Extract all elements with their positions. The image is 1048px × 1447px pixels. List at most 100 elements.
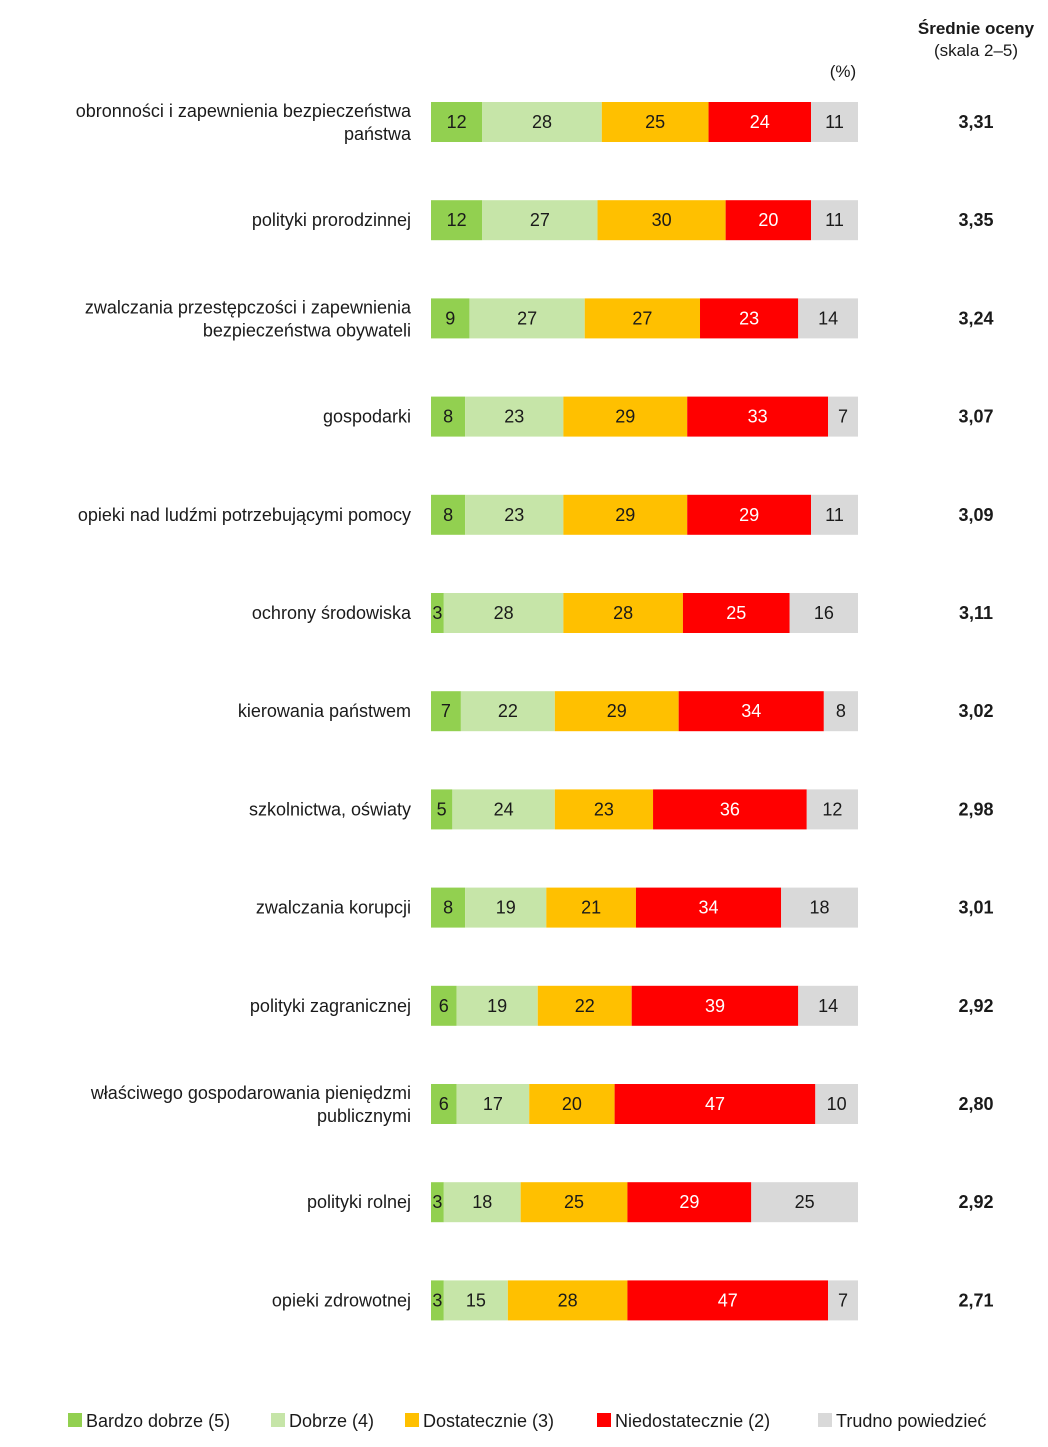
category-label: polityki prorodzinnej <box>252 210 411 230</box>
bar-segment <box>678 691 824 732</box>
bar-value-label: 19 <box>496 898 516 918</box>
bar-segment <box>482 102 602 142</box>
average-score: 2,71 <box>958 1290 993 1310</box>
bar-segment <box>452 789 555 830</box>
bar-segment <box>465 887 547 928</box>
average-score: 3,11 <box>959 603 993 623</box>
bar-value-label: 6 <box>439 1094 449 1114</box>
bar-value-label: 29 <box>679 1192 699 1212</box>
bar-value-label: 25 <box>726 603 746 623</box>
bar-value-label: 23 <box>594 799 614 819</box>
bar-row: właściwego gospodarowania pieniędzmi publ… <box>90 1083 994 1126</box>
legend-swatch <box>68 1413 82 1427</box>
bar-value-label: 47 <box>705 1094 725 1114</box>
bar-value-label: 22 <box>575 996 595 1016</box>
bar-segment <box>443 1280 508 1321</box>
bar-segment <box>635 887 782 928</box>
bar-segment <box>811 200 858 241</box>
bar-segment <box>431 593 444 633</box>
average-score: 3,31 <box>958 112 993 132</box>
bar-segment <box>828 1280 858 1321</box>
bar-value-label: 25 <box>645 112 665 132</box>
average-score: 3,35 <box>958 210 993 230</box>
bar-value-label: 29 <box>739 505 759 525</box>
bar-value-label: 28 <box>532 112 552 132</box>
chart-rows: obronności i zapewnienia bezpieczeństwa p… <box>76 101 994 1321</box>
bar-value-label: 18 <box>810 898 830 918</box>
category-label: kierowania państwem <box>238 701 411 721</box>
legend-label: Dobrze (4) <box>289 1411 374 1431</box>
bar-value-label: 7 <box>838 1290 848 1310</box>
chart-header: Średnie oceny (skala 2–5) (%) <box>830 19 1035 81</box>
bar-value-label: 7 <box>441 701 451 721</box>
bar-value-label: 27 <box>632 308 652 328</box>
bar-value-label: 3 <box>432 1290 442 1310</box>
bar-value-label: 8 <box>443 898 453 918</box>
category-label: polityki rolnej <box>307 1192 411 1212</box>
bar-value-label: 28 <box>613 603 633 623</box>
bar-segment <box>627 1280 829 1321</box>
bar-value-label: 34 <box>741 701 761 721</box>
category-label: gospodarki <box>323 407 411 427</box>
bar-segment <box>431 102 483 142</box>
legend-item: Dostatecznie (3) <box>405 1411 554 1431</box>
bar-segment <box>443 1182 521 1223</box>
bar-value-label: 9 <box>445 308 455 328</box>
legend-label: Trudno powiedzieć <box>836 1411 986 1431</box>
bar-value-label: 20 <box>758 210 778 230</box>
bar-value-label: 23 <box>739 308 759 328</box>
bar-segment <box>431 985 457 1026</box>
bar-segment <box>431 396 466 437</box>
bar-value-label: 29 <box>615 505 635 525</box>
legend-swatch <box>271 1413 285 1427</box>
bar-value-label: 39 <box>705 996 725 1016</box>
bar-segment <box>431 298 470 339</box>
bar-value-label: 28 <box>558 1290 578 1310</box>
bar-row: obronności i zapewnienia bezpieczeństwa p… <box>76 101 994 144</box>
bar-segment <box>465 396 564 437</box>
bar-segment <box>653 789 807 830</box>
bar-row: ochrony środowiska 3 28 28 25 16 3,11 <box>252 593 993 633</box>
bar-segment <box>811 102 858 142</box>
average-score: 3,09 <box>958 505 993 525</box>
bar-segment <box>631 985 799 1026</box>
bar-segment <box>431 494 466 535</box>
bar-value-label: 25 <box>795 1192 815 1212</box>
average-score: 2,92 <box>958 1192 993 1212</box>
bar-row: gospodarki 8 23 29 33 7 3,07 <box>323 396 994 437</box>
average-score: 3,07 <box>958 407 993 427</box>
category-label: obronności i zapewnienia bezpieczeństwa p… <box>76 101 412 144</box>
bar-segment <box>529 1084 615 1124</box>
bar-value-label: 6 <box>439 996 449 1016</box>
bar-segment <box>708 102 812 142</box>
bar-value-label: 14 <box>818 308 838 328</box>
bar-value-label: 27 <box>530 210 550 230</box>
bar-value-label: 12 <box>447 112 467 132</box>
bar-value-label: 21 <box>581 898 601 918</box>
category-label: szkolnictwa, oświaty <box>249 799 411 819</box>
bar-value-label: 19 <box>487 996 507 1016</box>
bar-segment <box>431 1084 457 1124</box>
bar-value-label: 8 <box>836 701 846 721</box>
bar-value-label: 34 <box>699 898 719 918</box>
bar-value-label: 23 <box>504 505 524 525</box>
bar-row: zwalczania korupcji 8 19 21 34 18 3,01 <box>256 887 994 928</box>
average-score: 2,80 <box>958 1094 993 1114</box>
bar-segment <box>563 396 688 437</box>
bar-segment <box>751 1182 858 1223</box>
bar-value-label: 11 <box>825 505 844 525</box>
bar-segment <box>601 102 709 142</box>
bar-segment <box>811 494 858 535</box>
bar-segment <box>460 691 555 732</box>
bar-segment <box>597 200 726 241</box>
legend-label: Dostatecznie (3) <box>423 1411 554 1431</box>
bar-value-label: 24 <box>494 799 514 819</box>
legend-item: Dobrze (4) <box>271 1411 374 1431</box>
bar-value-label: 23 <box>504 407 524 427</box>
legend-item: Bardzo dobrze (5) <box>68 1411 230 1431</box>
category-label: opieki nad ludźmi potrzebującymi pomocy <box>78 505 411 525</box>
bar-segment <box>431 200 483 241</box>
bar-segment <box>725 200 812 241</box>
bar-value-label: 29 <box>607 701 627 721</box>
bar-segment <box>554 789 654 830</box>
